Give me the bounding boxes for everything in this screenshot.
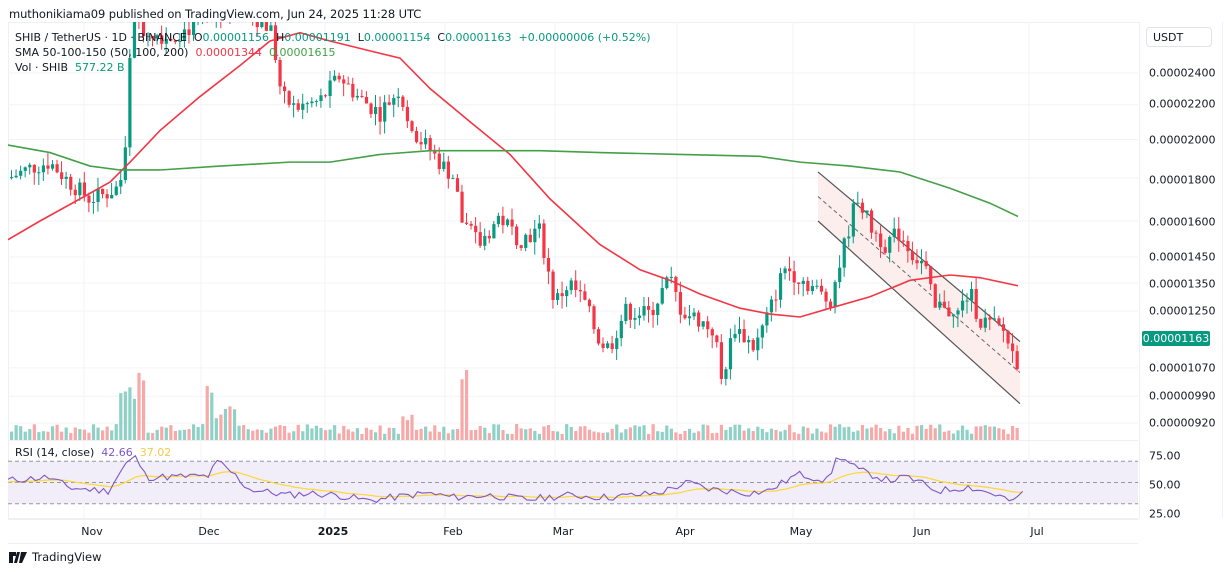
low-value: 0.00001154 [363,31,431,44]
rsi-legend: RSI (14, close) 42.66 37.02 [15,446,171,459]
sma50-value: 0.00001344 [195,46,262,59]
price-tick: 0.00002200 [1149,97,1216,111]
rsi-chart[interactable] [8,441,1138,519]
rsi-value: 42.66 [101,446,133,459]
price-tick: 0.00001070 [1149,361,1216,375]
high-value: 0.00001191 [284,31,351,44]
tradingview-wordmark: TradingView [32,550,102,564]
volume-row[interactable]: Vol · SHIB 577.22 B [15,60,651,75]
symbol-label[interactable]: SHIB / TetherUS · 1D · BINANCE [15,31,187,44]
price-tick: 0.00001350 [1149,277,1216,291]
time-tick: Nov [81,525,103,538]
sma-label: SMA 50-100-150 (50, 100, 200) [15,46,189,59]
currency-selector[interactable]: USDT [1146,27,1212,47]
rsi-tick: 25.00 [1149,507,1181,521]
price-tick: 0.00001800 [1149,173,1216,187]
time-tick: May [789,525,813,538]
rsi-pane[interactable] [8,440,1138,519]
candlestick-chart[interactable] [8,22,1138,440]
time-tick: Mar [552,525,574,538]
time-tick: Apr [675,525,695,538]
open-value: 0.00001156 [202,31,269,44]
time-axis[interactable]: Nov Dec 2025 Feb Mar Apr May Jun Jul [8,518,1138,544]
price-tick: 0.00001600 [1149,215,1216,229]
time-tick: 2025 [317,525,349,538]
price-tick: 0.00002000 [1149,133,1216,147]
time-tick: Jun [913,525,931,538]
price-tick: 0.00000990 [1149,389,1216,403]
tradingview-logo[interactable]: TradingView [9,550,101,564]
tradingview-icon [9,551,27,563]
symbol-row: SHIB / TetherUS · 1D · BINANCE O0.000011… [15,31,651,44]
price-tick: 0.00000920 [1149,416,1216,430]
chart-frame [8,22,1139,520]
close-value: 0.00001163 [445,31,512,44]
sma200-value: 0.00001615 [268,46,336,59]
last-price-tag: 0.00001163 [1142,331,1210,346]
price-axis[interactable]: 0.00002400 0.00002200 0.00002000 0.00001… [1139,22,1223,521]
change-value: +0.00000006 (+0.52%) [518,31,651,44]
publish-attribution: muthonikiama09 published on TradingView.… [9,7,422,21]
rsi-tick: 50.00 [1149,478,1181,492]
time-tick: Feb [443,525,463,538]
volume-label: Vol · SHIB [15,61,68,74]
price-tick: 0.00001250 [1149,304,1216,318]
volume-value: 577.22 B [75,61,125,74]
chart-legend: SHIB / TetherUS · 1D · BINANCE O0.000011… [15,30,651,75]
rsi-tick: 75.00 [1149,449,1181,463]
price-tick: 0.00001450 [1149,250,1216,264]
rsi-label[interactable]: RSI (14, close) [15,446,95,459]
price-pane[interactable] [8,22,1138,440]
price-tick: 0.00002400 [1149,66,1216,80]
time-tick: Dec [198,525,220,538]
rsi-ma-value: 37.02 [139,446,172,459]
time-tick: Jul [1030,525,1044,538]
sma-row[interactable]: SMA 50-100-150 (50, 100, 200) 0.00001344… [15,45,651,60]
